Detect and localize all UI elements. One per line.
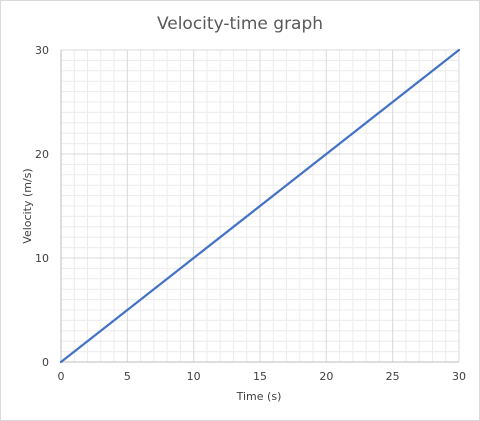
x-tick-label: 0 — [58, 370, 65, 383]
series-line — [59, 48, 461, 364]
x-tick-label: 10 — [187, 370, 201, 383]
axes — [60, 50, 459, 363]
chart-title: Velocity-time graph — [157, 14, 323, 34]
x-tick-label: 25 — [386, 370, 400, 383]
series-group — [59, 48, 461, 364]
y-tick-label: 10 — [35, 252, 49, 265]
y-tick-label: 0 — [42, 356, 49, 369]
y-tick-label: 30 — [35, 44, 49, 57]
x-tick-label: 5 — [124, 370, 131, 383]
x-tick-labels: 0 5 10 15 20 25 30 — [58, 370, 467, 383]
x-tick-label: 20 — [319, 370, 333, 383]
x-axis-label: Time (s) — [236, 390, 282, 403]
y-tick-labels: 0 10 20 30 — [35, 44, 49, 369]
y-tick-label: 20 — [35, 148, 49, 161]
x-tick-label: 15 — [253, 370, 267, 383]
x-tick-label: 30 — [452, 370, 466, 383]
y-axis-label: Velocity (m/s) — [21, 168, 34, 243]
